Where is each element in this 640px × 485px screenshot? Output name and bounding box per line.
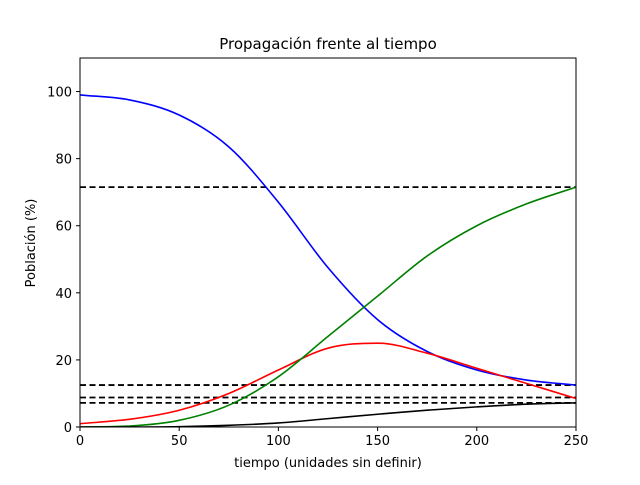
x-tick-label: 200 (464, 434, 489, 449)
series-line-1 (80, 94, 576, 386)
x-tick-label: 100 (266, 434, 291, 449)
y-tick-label: 0 (64, 421, 72, 436)
x-axis-label: tiempo (unidades sin definir) (234, 456, 422, 471)
y-tick-label: 100 (47, 86, 72, 101)
series-line-3 (80, 186, 576, 427)
x-tick-label: 250 (564, 434, 589, 449)
y-tick-label: 60 (55, 220, 72, 235)
y-tick-label: 20 (55, 354, 72, 369)
y-tick-label: 40 (55, 287, 72, 302)
series-line-2 (80, 342, 576, 425)
axes-frame (79, 57, 577, 428)
plot-area: 0 50 100 150 200 250 0 20 40 60 80 100 (47, 57, 589, 449)
data-layer (80, 94, 576, 427)
x-tick-label: 150 (365, 434, 390, 449)
y-axis-label: Población (%) (24, 199, 39, 288)
x-tick-label: 50 (171, 434, 188, 449)
x-tick-label: 0 (76, 434, 84, 449)
y-tick-label: 80 (55, 153, 72, 168)
chart-title: Propagación frente al tiempo (219, 35, 437, 53)
